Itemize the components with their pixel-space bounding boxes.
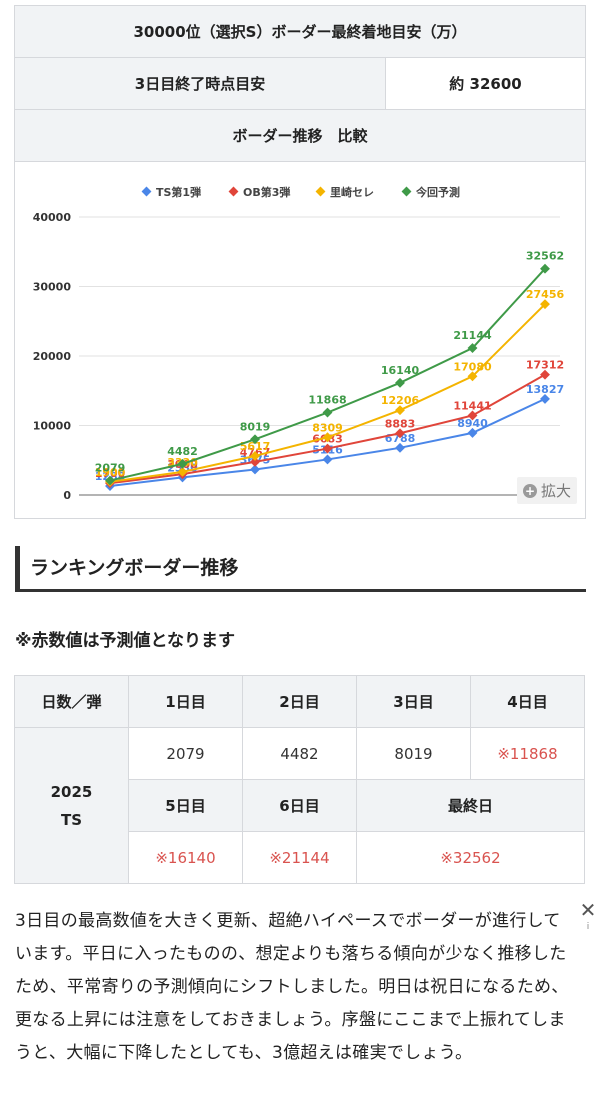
legend-marker [401,186,412,197]
data-point [540,299,550,310]
ranking-table: 日数／弾 1日目 2日目 3日目 4日目 2025 TS 2079 4482 8… [14,675,585,884]
value-day6: ※21144 [242,831,357,884]
data-label: 11868 [308,394,346,407]
header-day6: 6日目 [242,779,357,832]
data-label: 4482 [167,445,198,458]
day3-value: 約 32600 [385,57,586,110]
legend-label: 今回予測 [415,185,460,199]
data-point [395,442,405,453]
border-line-chart: 0 10000 20000 30000 40000 TS第1弾 OB第3弾 里崎セレ 今回予測 1… [33,185,565,502]
value-day2: 4482 [242,727,357,780]
data-point [322,432,333,443]
y-tick-label: 40000 [33,211,72,224]
data-label: 12206 [381,394,420,407]
data-label: 8940 [457,417,488,430]
y-tick-label: 30000 [33,281,72,294]
border-info-table: 30000位（選択S）ボーダー最終着地目安（万） 3日目終了時点目安 約 326… [14,5,586,519]
data-label: 11441 [453,399,491,412]
data-point [322,454,333,465]
data-label: 1700 [95,467,126,480]
data-point [177,458,188,469]
data-point [395,377,405,388]
data-point [322,443,333,454]
data-point [467,427,478,438]
data-point [540,369,550,380]
data-label: 32562 [526,250,564,263]
day3-label: 3日目終了時点目安 [14,57,386,110]
compare-title: ボーダー推移 比較 [14,109,586,162]
data-label: 2079 [95,462,126,475]
plus-icon: + [522,483,537,498]
commentary-text: 3日目の最高数値を大きく更新、超絶ハイペースでボーダーが進行しています。平日に入… [15,911,569,1063]
data-label: 8883 [385,417,416,430]
legend-label: OB第3弾 [243,185,290,199]
data-label: 17080 [453,360,492,373]
legend-label: 里崎セレ [330,185,374,199]
legend-marker [315,186,326,197]
y-tick-label: 10000 [33,420,72,433]
prediction-note: ※赤数値は予測値となります [15,631,236,651]
header-day1: 1日目 [128,675,243,728]
row-label-year: 2025 [50,782,93,801]
ad-info-icon: i [586,922,590,932]
value-final: ※32562 [356,831,585,884]
ad-close-button[interactable]: ✕ i [578,898,598,932]
data-point [540,393,550,404]
data-point [540,263,550,274]
section-heading: ランキングボーダー推移 [15,546,586,592]
value-day1: 2079 [128,727,243,780]
y-tick-label: 20000 [33,350,72,363]
value-day4: ※11868 [470,727,585,780]
expand-button[interactable]: + 拡大 [516,477,577,504]
data-label: 16140 [381,364,420,377]
row-label: 2025 TS [14,727,129,884]
header-days: 日数／弾 [14,675,129,728]
data-label: 13827 [526,383,564,396]
y-tick-label: 0 [63,489,71,502]
legend-marker [141,186,152,197]
header-final: 最終日 [356,779,585,832]
data-label: 8309 [312,421,343,434]
header-day4: 4日目 [470,675,585,728]
legend-marker [228,186,239,197]
data-point [395,428,405,439]
header-day2: 2日目 [242,675,357,728]
legend-label: TS第1弾 [156,185,201,199]
border-target-title: 30000位（選択S）ボーダー最終着地目安（万） [14,5,586,58]
close-icon: ✕ [579,898,597,922]
expand-label: 拡大 [540,482,571,500]
value-day3: 8019 [356,727,471,780]
data-label: 27456 [526,288,565,301]
data-label: 17312 [526,359,564,372]
value-day5: ※16140 [128,831,243,884]
row-label-event: TS [60,810,83,829]
data-point [322,407,333,418]
data-label: 21144 [453,329,492,342]
data-label: 8019 [240,420,271,433]
data-point [177,466,188,477]
header-day5: 5日目 [128,779,243,832]
data-label: 5617 [240,440,271,453]
header-day3: 3日目 [356,675,471,728]
data-label: 1900 [95,466,126,479]
chart-cell: 0 10000 20000 30000 40000 TS第1弾 OB第3弾 里崎セレ 今回予測 1… [14,161,586,519]
